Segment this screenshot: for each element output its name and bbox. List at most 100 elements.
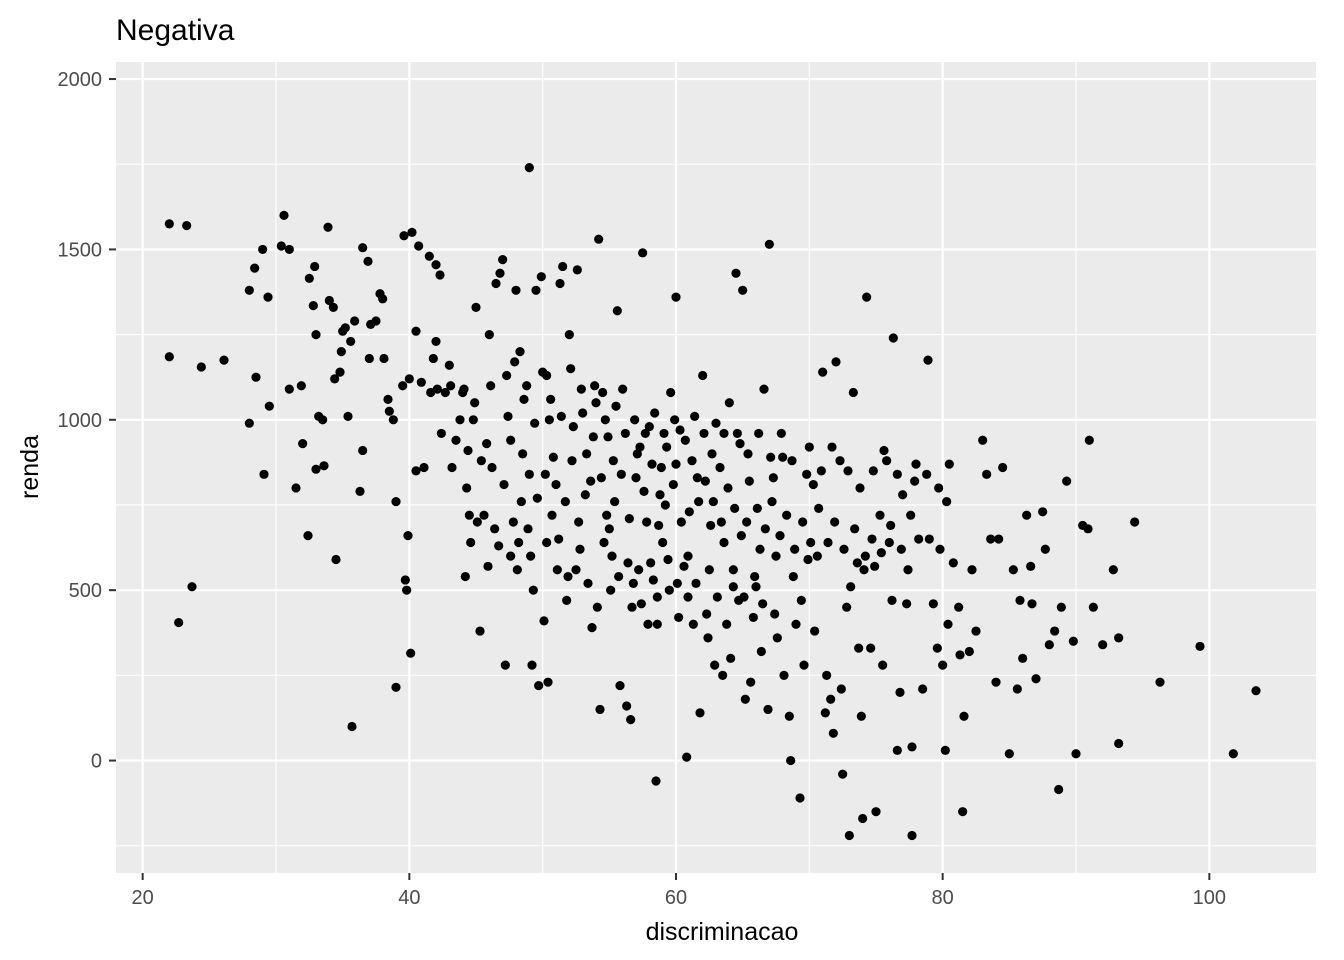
data-point	[599, 537, 609, 548]
data-point	[731, 268, 741, 278]
data-point	[586, 476, 596, 486]
data-point	[499, 479, 509, 490]
data-point	[542, 370, 552, 381]
data-point	[918, 684, 928, 694]
x-tick-label: 40	[398, 887, 420, 909]
data-point	[655, 490, 665, 500]
data-point	[508, 517, 518, 527]
data-point	[854, 643, 864, 653]
data-point	[284, 384, 294, 394]
data-point	[628, 578, 638, 588]
data-point	[308, 301, 318, 311]
data-point	[871, 807, 881, 817]
data-point	[702, 609, 712, 619]
data-point	[700, 476, 710, 486]
y-tick-label: 1500	[58, 239, 103, 261]
data-point	[959, 711, 969, 721]
data-point	[648, 575, 658, 585]
data-point	[495, 268, 505, 278]
y-tick-label: 2000	[58, 69, 103, 91]
data-point	[703, 633, 713, 643]
data-point	[664, 585, 674, 595]
data-point	[583, 578, 593, 588]
data-point	[718, 670, 728, 680]
data-point	[472, 517, 482, 527]
data-point	[1054, 784, 1064, 795]
data-point	[1071, 749, 1081, 759]
data-point	[684, 507, 694, 517]
data-point	[303, 531, 313, 541]
data-point	[991, 677, 1001, 687]
data-point	[578, 408, 588, 418]
data-point	[512, 565, 522, 575]
data-point	[711, 418, 721, 428]
data-point	[556, 411, 566, 421]
data-point	[291, 483, 301, 493]
grid-major	[116, 62, 1316, 873]
data-point	[587, 623, 597, 633]
data-point	[324, 295, 334, 306]
y-tick-label: 500	[69, 580, 102, 602]
data-point	[484, 330, 494, 340]
data-point	[436, 428, 446, 439]
data-point	[878, 660, 888, 670]
data-point	[907, 742, 917, 752]
data-point	[1114, 738, 1124, 749]
data-point	[611, 401, 621, 411]
data-point	[523, 524, 533, 534]
data-point	[728, 582, 738, 592]
data-point	[187, 582, 197, 592]
data-point	[552, 565, 562, 575]
data-point	[1018, 653, 1028, 663]
data-point	[810, 626, 820, 636]
data-point	[519, 394, 529, 404]
data-point	[967, 565, 977, 575]
data-point	[606, 585, 616, 595]
data-point	[296, 381, 306, 391]
data-point	[424, 251, 434, 261]
data-point	[732, 428, 742, 439]
data-point	[707, 449, 717, 459]
data-point	[636, 599, 646, 609]
data-point	[1228, 749, 1238, 759]
data-point	[942, 496, 952, 507]
x-tick-label: 80	[932, 887, 954, 909]
data-point	[403, 531, 413, 541]
data-point	[748, 612, 758, 623]
data-point	[768, 473, 778, 483]
data-point	[719, 537, 729, 548]
data-point	[602, 510, 612, 520]
data-point	[838, 769, 848, 779]
data-point	[654, 520, 664, 531]
data-point	[676, 517, 686, 527]
data-point	[264, 401, 274, 411]
data-point	[818, 367, 828, 377]
data-point	[812, 551, 822, 561]
data-point	[764, 239, 774, 249]
data-point	[772, 633, 782, 643]
data-point	[591, 398, 601, 408]
data-point	[806, 537, 816, 548]
data-point	[752, 503, 762, 513]
data-point	[251, 372, 261, 382]
data-point	[754, 428, 764, 439]
data-point	[630, 415, 640, 425]
data-point	[399, 231, 409, 241]
data-point	[331, 554, 341, 565]
data-point	[786, 755, 796, 766]
data-point	[346, 336, 356, 347]
data-point	[638, 248, 648, 258]
data-point	[624, 514, 634, 524]
data-point	[479, 510, 489, 520]
data-point	[691, 578, 701, 588]
data-point	[651, 776, 661, 786]
data-point	[751, 582, 761, 592]
data-point	[856, 711, 866, 721]
data-point	[672, 578, 682, 588]
data-point	[402, 585, 412, 595]
data-point	[1015, 595, 1025, 605]
data-point	[400, 575, 410, 585]
data-point	[574, 517, 584, 527]
data-point	[796, 595, 806, 605]
data-point	[715, 462, 725, 473]
